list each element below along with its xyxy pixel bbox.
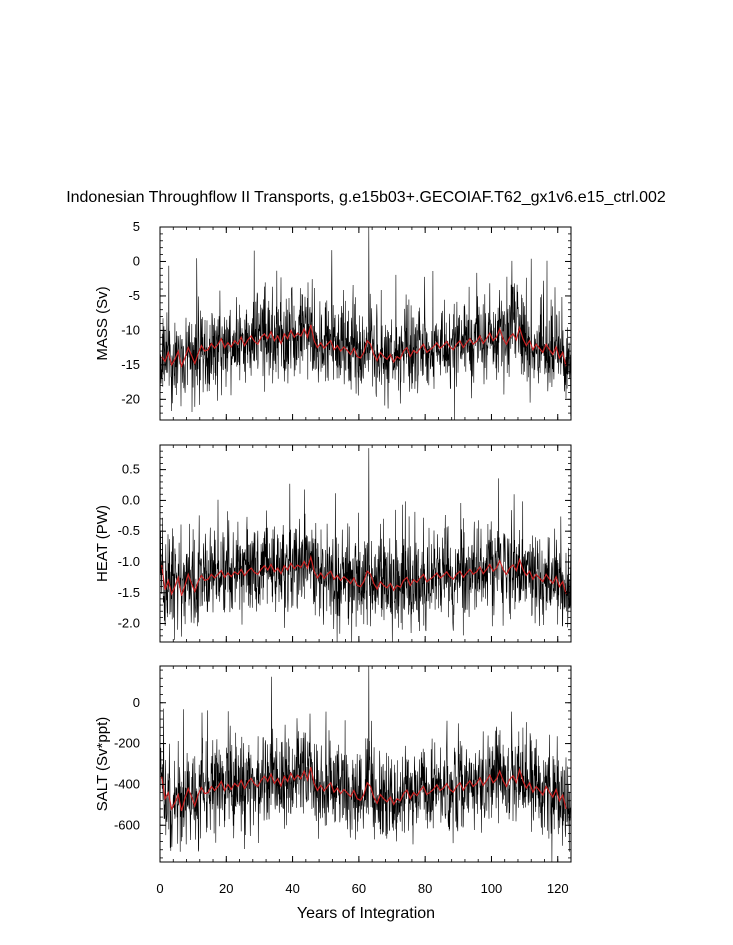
heat-y-axis-label: HEAT (PW): [94, 505, 111, 582]
salt-plot-frame: [159, 665, 572, 863]
mass-monthly-line: [159, 226, 572, 421]
mass-y-tick-label: -10: [121, 322, 140, 337]
x-tick-label: 100: [481, 881, 503, 896]
chart-title: Indonesian Throughflow II Transports, g.…: [66, 189, 666, 206]
mass-y-tick-label: 5: [133, 219, 140, 234]
x-tick-label: 60: [352, 881, 366, 896]
heat-y-tick-label: 0.0: [122, 492, 140, 507]
salt-y-tick-label: -600: [114, 817, 140, 832]
x-tick-label: 80: [418, 881, 432, 896]
heat-annual-mean-line: [161, 554, 567, 596]
mass-panel: 5 0 -5 -10 -15 -20 MASS (Sv): [94, 219, 572, 421]
heat-monthly-line: [159, 448, 572, 643]
heat-panel: 0.5 0.0 -0.5 -1.0 -1.5 -2.0 HEAT (PW): [94, 444, 572, 643]
salt-panel: 0 -200 -400 -600 SALT (Sv*ppt): [94, 665, 572, 863]
salt-y-tick-label: -400: [114, 776, 140, 791]
heat-ticks: 0.5 0.0 -0.5 -1.0 -1.5 -2.0: [118, 444, 572, 642]
salt-annual-mean-series: [161, 766, 567, 812]
heat-y-tick-label: -0.5: [118, 523, 140, 538]
mass-y-tick-label: -5: [128, 288, 140, 303]
heat-annual-mean-series: [161, 554, 567, 596]
salt-y-axis-label: SALT (Sv*ppt): [94, 717, 111, 811]
salt-y-tick-label: 0: [133, 695, 140, 710]
x-tick-labels: 0 20 40 60 80 100 120: [156, 881, 568, 896]
salt-y-tick-label: -200: [114, 736, 140, 751]
mass-annual-mean-line: [161, 324, 567, 369]
x-axis-label: Years of Integration: [297, 905, 435, 922]
x-tick-label: 0: [156, 881, 163, 896]
heat-y-tick-label: 0.5: [122, 462, 140, 477]
mass-annual-mean-series: [161, 324, 567, 369]
salt-monthly-series: [159, 665, 572, 863]
x-tick-label: 120: [547, 881, 569, 896]
heat-y-tick-label: -2.0: [118, 616, 140, 631]
mass-monthly-series: [159, 226, 572, 421]
salt-ticks: 0 -200 -400 -600: [114, 666, 572, 862]
heat-y-tick-label: -1.5: [118, 585, 140, 600]
heat-y-tick-label: -1.0: [118, 554, 140, 569]
heat-monthly-series: [159, 448, 572, 643]
x-tick-label: 20: [219, 881, 233, 896]
salt-annual-mean-line: [161, 766, 567, 812]
mass-ticks: 5 0 -5 -10 -15 -20: [121, 219, 572, 421]
mass-y-tick-label: -20: [121, 391, 140, 406]
salt-monthly-line: [159, 665, 572, 863]
x-tick-label: 40: [285, 881, 299, 896]
mass-y-tick-label: 0: [133, 253, 140, 268]
mass-y-axis-label: MASS (Sv): [94, 286, 111, 360]
mass-y-tick-label: -15: [121, 357, 140, 372]
